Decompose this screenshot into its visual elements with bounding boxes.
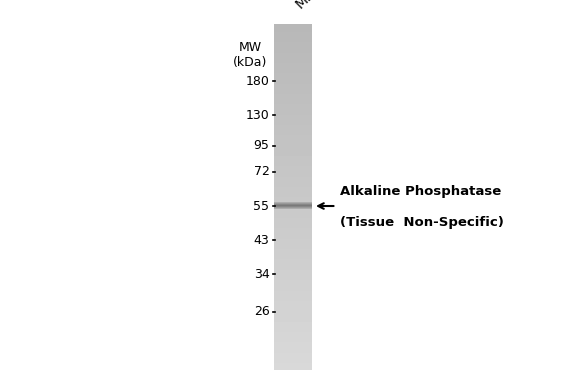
Text: (Tissue  Non-Specific): (Tissue Non-Specific): [340, 216, 505, 229]
Text: 95: 95: [254, 139, 269, 152]
Text: MDCK: MDCK: [293, 0, 332, 11]
Text: MW
(kDa): MW (kDa): [233, 41, 268, 69]
Text: 55: 55: [254, 200, 269, 212]
Text: 34: 34: [254, 268, 269, 280]
Text: 43: 43: [254, 234, 269, 246]
Text: 130: 130: [246, 109, 269, 122]
Text: 26: 26: [254, 305, 269, 318]
Text: 72: 72: [254, 166, 269, 178]
Text: Alkaline Phosphatase: Alkaline Phosphatase: [340, 186, 502, 198]
Text: 180: 180: [246, 75, 269, 88]
